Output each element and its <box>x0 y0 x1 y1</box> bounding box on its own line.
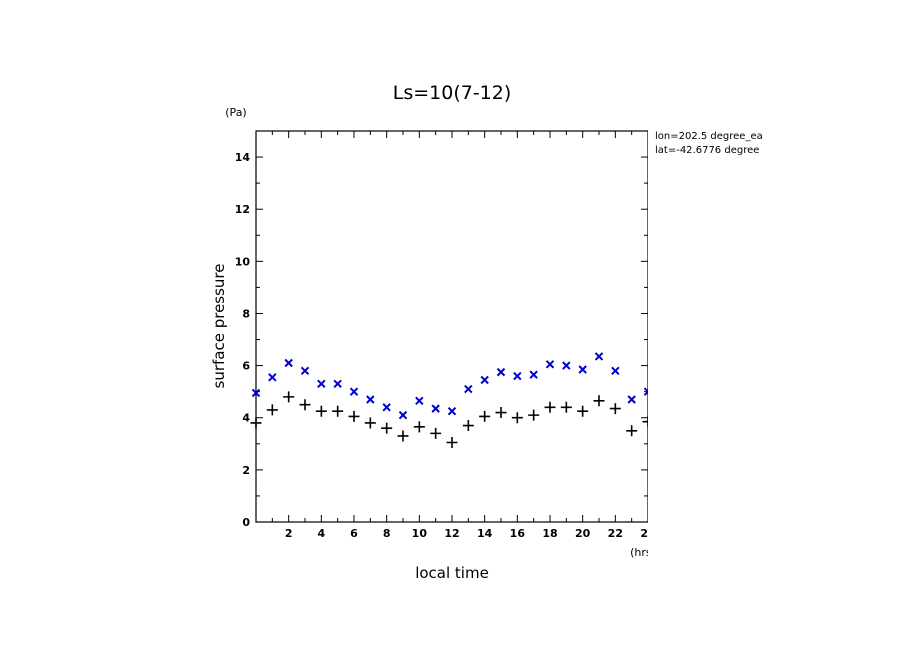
plus-marker-1 <box>446 436 458 448</box>
right-clip-mask <box>648 0 904 654</box>
plus-marker-1 <box>266 404 278 416</box>
plus-marker-1 <box>479 410 491 422</box>
y-tick-label: 10 <box>235 255 251 268</box>
x-marker-0 <box>333 379 342 389</box>
x-marker-0 <box>382 403 391 412</box>
plus-marker-1 <box>462 420 474 432</box>
x-marker-0 <box>529 370 538 379</box>
annotation-lat-text: lat=-42.6776 degree <box>655 145 759 156</box>
plus-marker-1 <box>413 421 425 433</box>
x-marker-0 <box>611 366 620 376</box>
plus-marker-1 <box>315 405 327 417</box>
x-marker-0 <box>578 365 587 374</box>
x-marker-0 <box>300 366 310 376</box>
x-tick-label: 20 <box>575 527 591 540</box>
y-axis-unit: (Pa) <box>225 106 246 119</box>
x-marker-0 <box>513 371 522 381</box>
x-tick-label: 12 <box>444 527 459 540</box>
x-axis-label: local time <box>415 564 489 582</box>
x-marker-0 <box>496 367 506 377</box>
plus-marker-1 <box>495 407 507 419</box>
plus-marker-1 <box>348 410 360 422</box>
x-marker-0 <box>562 361 571 370</box>
plus-marker-1 <box>609 403 621 415</box>
x-tick-label: 10 <box>412 527 428 540</box>
plus-marker-1 <box>544 401 556 413</box>
y-tick-label: 12 <box>235 203 250 216</box>
x-marker-0 <box>431 404 440 413</box>
x-tick-label: 6 <box>350 527 358 540</box>
data-markers <box>250 352 654 448</box>
x-marker-0 <box>317 379 326 389</box>
plus-marker-1 <box>381 422 393 434</box>
x-marker-0 <box>447 407 457 416</box>
x-tick-label: 4 <box>318 527 326 540</box>
x-marker-0 <box>594 352 604 361</box>
x-marker-0 <box>398 410 408 420</box>
plus-marker-1 <box>250 417 262 429</box>
tick-labels: 2468101214161820222402468101214 <box>235 151 656 540</box>
x-marker-0 <box>545 360 555 369</box>
annotation-lon-text: lon=202.5 degree_ea <box>655 131 763 142</box>
x-tick-label: 22 <box>608 527 623 540</box>
plus-marker-1 <box>283 391 295 403</box>
x-tick-label: 18 <box>542 527 557 540</box>
plus-marker-1 <box>299 399 311 411</box>
x-marker-0 <box>627 395 636 404</box>
axis-ticks <box>255 130 649 523</box>
plus-marker-1 <box>528 409 540 421</box>
plus-marker-1 <box>626 425 638 437</box>
y-tick-label: 6 <box>242 360 250 373</box>
y-tick-label: 0 <box>242 516 250 529</box>
annotation-clip-mask <box>780 125 904 165</box>
x-tick-label: 14 <box>477 527 493 540</box>
x-marker-0 <box>415 396 424 405</box>
y-tick-label: 4 <box>242 412 250 425</box>
chart-title: Ls=10(7-12) <box>393 82 512 104</box>
y-axis-label: surface pressure <box>210 264 228 389</box>
plot-frame <box>255 130 649 523</box>
x-marker-0 <box>480 375 489 385</box>
plus-marker-1 <box>560 401 572 413</box>
plus-marker-1 <box>332 405 344 417</box>
y-tick-label: 8 <box>242 307 250 320</box>
plus-marker-1 <box>511 412 523 424</box>
y-tick-label: 2 <box>242 464 250 477</box>
x-tick-label: 8 <box>383 527 391 540</box>
x-tick-label: 16 <box>510 527 526 540</box>
plus-marker-1 <box>430 427 442 439</box>
plus-marker-1 <box>593 395 605 407</box>
x-marker-0 <box>268 373 277 382</box>
x-marker-0 <box>251 388 261 398</box>
plus-marker-1 <box>364 417 376 429</box>
plus-marker-1 <box>397 430 409 442</box>
y-tick-label: 14 <box>235 151 251 164</box>
x-marker-0 <box>349 387 359 396</box>
x-tick-label: 2 <box>285 527 293 540</box>
x-marker-0 <box>464 384 473 394</box>
x-marker-0 <box>366 395 375 404</box>
x-marker-0 <box>284 358 293 368</box>
plus-marker-1 <box>577 405 589 417</box>
